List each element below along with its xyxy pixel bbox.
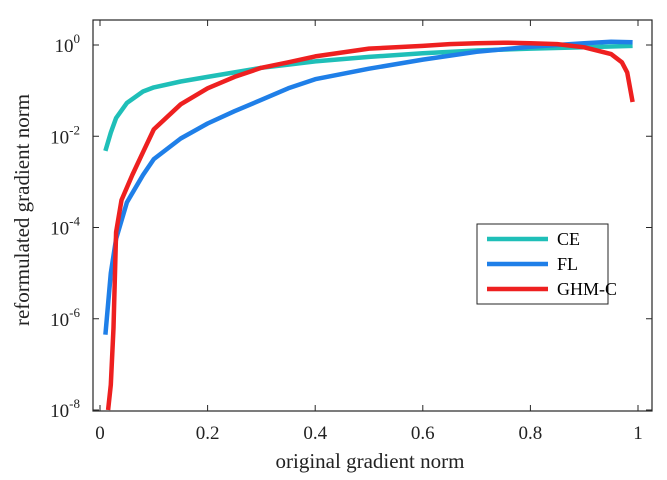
legend-label-ce: CE (557, 229, 580, 249)
legend: CE FL GHM-C (476, 223, 617, 305)
x-axis-label: original gradient norm (276, 449, 465, 473)
x-tick-label: 0.2 (196, 423, 220, 444)
y-tick-label: 10-2 (50, 122, 80, 148)
y-tick-label: 10-6 (50, 305, 80, 331)
x-tick-label: 0.6 (411, 423, 435, 444)
y-tick-label: 10-4 (50, 214, 80, 240)
x-tick-label: 0.4 (303, 423, 327, 444)
y-tick-label: 100 (55, 31, 81, 57)
y-tick-label: 10-8 (50, 396, 80, 422)
plot-background (93, 20, 652, 411)
series-line-ghm-c (105, 40, 635, 411)
y-axis: 100 10-2 10-4 10-6 10-8 (50, 31, 652, 422)
series-line-fl (103, 39, 633, 335)
legend-label-ghm-c: GHM-C (557, 279, 617, 299)
legend-label-fl: FL (557, 254, 578, 274)
series-layer (103, 39, 635, 411)
x-tick-label: 0 (95, 423, 105, 444)
x-axis: 0 0.2 0.4 0.6 0.8 1 (95, 20, 643, 444)
y-axis-label: reformulated gradient norm (10, 94, 34, 326)
x-tick-label: 0.8 (519, 423, 543, 444)
x-tick-label: 1 (633, 423, 643, 444)
plot-frame (92, 19, 653, 412)
